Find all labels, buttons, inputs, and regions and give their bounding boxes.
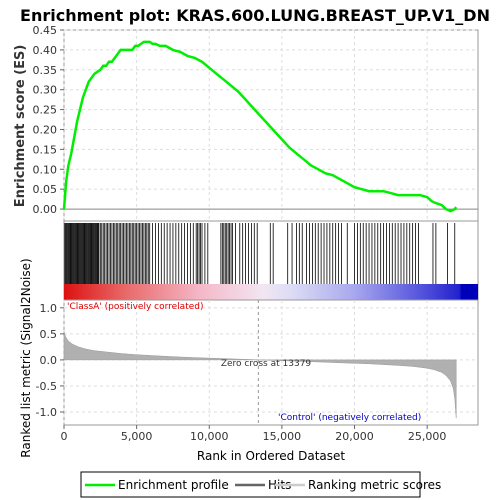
es-tick-label: 0.30	[33, 84, 58, 97]
rank-y-ticks: 1.0 0.5 0.0 -0.5 -1.0	[36, 302, 64, 419]
legend-label-profile: Enrichment profile	[118, 478, 229, 492]
x-tick-label: 15,000	[263, 430, 302, 443]
enrichment-profile-line	[62, 40, 458, 213]
rank-color-bar	[64, 284, 478, 300]
x-tick-label: 0	[61, 430, 68, 443]
rank-x-ticks: 0 5,000 10,000 15,000 20,000 25,000	[61, 425, 447, 443]
legend-label-ranking: Ranking metric scores	[308, 478, 441, 492]
es-tick-label: 0.15	[33, 143, 58, 156]
es-y-ticks: 0.45 0.40 0.35 0.30 0.25 0.20 0.15 0.10 0.05 0.00	[33, 24, 64, 216]
rank-tick-label: 0.0	[40, 354, 58, 367]
hits-panel	[63, 220, 479, 301]
x-tick-label: 5,000	[121, 430, 153, 443]
rank-axis-title: Ranked list metric (Signal2Noise)	[19, 258, 33, 457]
rank-tick-label: -1.0	[36, 406, 57, 419]
legend: Enrichment profile Hits Ranking metric s…	[80, 471, 441, 498]
es-tick-label: 0.00	[33, 203, 58, 216]
es-panel-frame	[63, 29, 479, 222]
es-gridlines	[63, 29, 478, 221]
es-tick-label: 0.40	[33, 44, 58, 57]
control-annotation: 'Control' (negatively correlated)	[278, 413, 421, 423]
chart-title: Enrichment plot: KRAS.600.LUNG.BREAST_UP…	[20, 6, 490, 25]
es-panel: 0.45 0.40 0.35 0.30 0.25 0.20 0.15 0.10 0.05 0.00…	[13, 24, 479, 222]
es-tick-label: 0.45	[33, 24, 58, 37]
es-tick-label: 0.20	[33, 123, 58, 136]
rank-tick-label: 0.5	[40, 328, 58, 341]
hit-lines	[64, 223, 456, 284]
ranking-metric-area	[63, 331, 457, 419]
es-tick-label: 0.35	[33, 64, 58, 77]
es-axis-title: Enrichment score (ES)	[13, 45, 28, 208]
es-tick-label: 0.25	[33, 104, 58, 117]
rank-tick-label: -0.5	[36, 380, 57, 393]
rank-metric-panel: 1.0 0.5 0.0 -0.5 -1.0 0 5,000 10,000 15,000 20,0…	[19, 258, 479, 463]
es-tick-label: 0.05	[33, 183, 58, 196]
zero-cross-annotation: Zero cross at 13379	[221, 359, 312, 369]
x-tick-label: 20,000	[335, 430, 374, 443]
x-tick-label: 10,000	[190, 430, 229, 443]
rank-tick-label: 1.0	[40, 302, 58, 315]
x-axis-title: Rank in Ordered Dataset	[197, 449, 345, 463]
classA-annotation: 'ClassA' (positively correlated)	[67, 302, 204, 312]
es-tick-label: 0.10	[33, 163, 58, 176]
x-tick-label: 25,000	[408, 430, 447, 443]
